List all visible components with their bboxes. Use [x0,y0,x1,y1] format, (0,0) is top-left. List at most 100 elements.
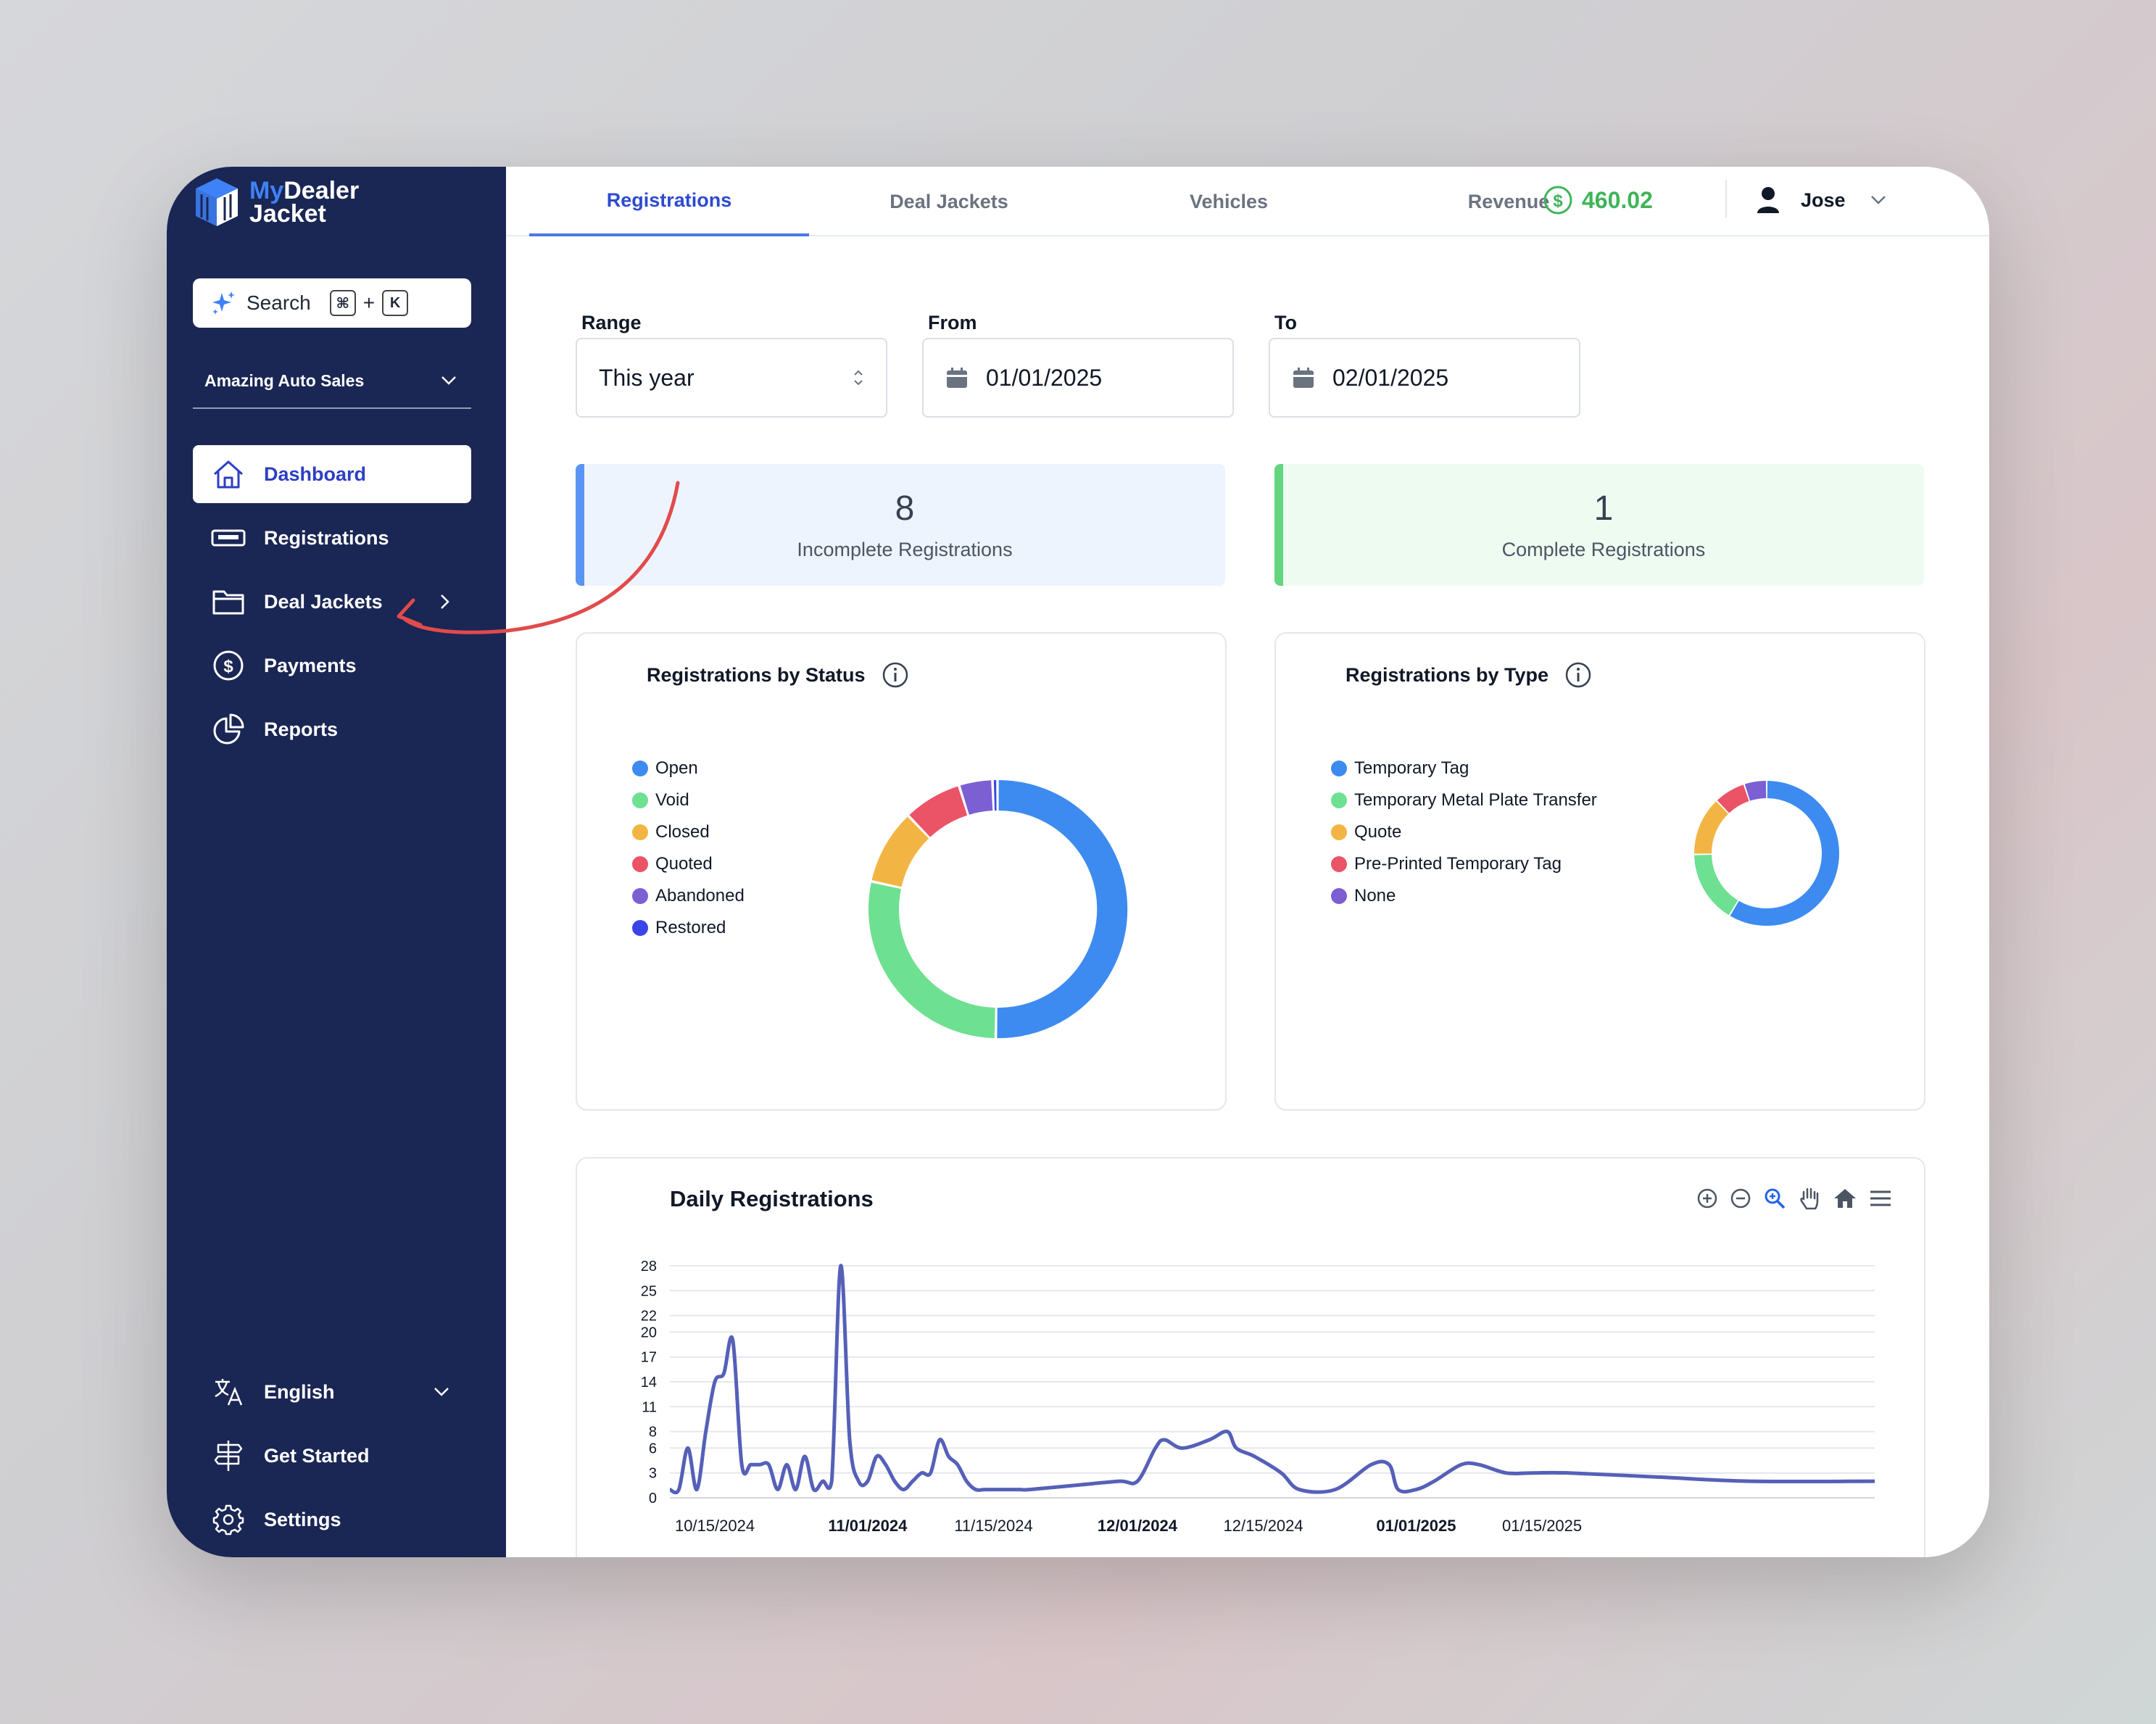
to-label: To [1274,312,1297,333]
daily-chart-card: Daily Registrations 0 3 6 8 11 14 17 20 22 25 28 10… [576,1157,1925,1557]
legend-dot [1331,888,1347,904]
menu-icon[interactable] [1869,1189,1892,1208]
complete-count: 1 [1593,489,1614,528]
tab-registrations[interactable]: Registrations [529,167,809,236]
complete-label: Complete Registrations [1501,539,1706,560]
signpost-icon [210,1438,246,1474]
to-date-field[interactable]: 02/01/2025 [1269,338,1580,418]
sidebar-item-get-started[interactable]: Get Started [193,1427,471,1485]
y-tick-label: 17 [641,1350,657,1366]
donut-slice-open[interactable] [997,780,1128,1039]
donut-slice-none[interactable] [1744,781,1767,801]
cmd-key: ⌘ [329,290,356,316]
incomplete-label: Incomplete Registrations [797,539,1013,560]
from-date-field[interactable]: 01/01/2025 [922,338,1234,418]
status-donut-chart [868,780,1128,1039]
legend-label: Quote [1354,822,1402,842]
search-button[interactable]: Search ⌘ + K [193,278,471,328]
dealer-select[interactable]: Amazing Auto Sales [193,364,471,409]
pie-chart-icon [210,711,246,747]
search-label: Search [246,291,311,314]
incomplete-registrations-card[interactable]: 8 Incomplete Registrations [576,464,1225,586]
legend-item[interactable]: Temporary Metal Plate Transfer [1331,784,1597,816]
sidebar-item-registrations[interactable]: Registrations [193,509,471,567]
chevron-down-icon [1870,196,1886,204]
legend-item[interactable]: Open [632,753,745,784]
brand-name-jacket: Jacket [249,200,326,228]
legend-item[interactable]: Temporary Tag [1331,753,1597,784]
daily-chart-title: Daily Registrations [670,1186,874,1211]
legend-item[interactable]: Restored [632,912,745,944]
legend-dot [632,824,648,840]
legend-item[interactable]: Quoted [632,848,745,880]
home-reset-icon[interactable] [1833,1188,1857,1209]
svg-text:$: $ [223,657,233,676]
from-date-value: 01/01/2025 [986,364,1103,391]
legend-dot [1331,824,1347,840]
legend-dot [1331,856,1347,872]
donut-slice-closed[interactable] [871,816,929,887]
sidebar-item-reports[interactable]: Reports [193,700,471,758]
sidebar-item-label: Deal Jackets [264,590,383,613]
type-chart-title: Registrations by Type [1346,661,1592,689]
legend-item[interactable]: Abandoned [632,880,745,912]
donut-slice-temporary-metal-plate-transfer[interactable] [1694,854,1738,916]
zoom-in-icon[interactable] [1696,1188,1718,1209]
divider [1725,180,1727,217]
x-tick-label: 01/01/2025 [1376,1517,1456,1535]
status-chart-title-text: Registrations by Status [647,663,866,686]
pan-hand-icon[interactable] [1798,1186,1821,1211]
incomplete-count: 8 [895,489,915,528]
type-chart-title-text: Registrations by Type [1346,663,1549,686]
info-icon[interactable] [882,661,909,689]
legend-label: Closed [655,822,710,842]
legend-label: Abandoned [655,886,745,905]
range-value: This year [599,364,695,391]
language-select[interactable]: English [193,1363,471,1421]
donut-slice-quote[interactable] [1694,801,1729,854]
up-down-chevron-icon [854,370,863,386]
series-line-daily-registrations[interactable] [669,1264,1875,1495]
sidebar: MyDealer Jacket Search ⌘ + K Amazing Aut… [167,167,506,1557]
sidebar-item-payments[interactable]: $ Payments [193,637,471,695]
range-select[interactable]: This year [576,338,887,418]
legend-label: None [1354,886,1396,905]
main-content: Range This year From 01/01/2025 To 02/01… [506,238,1989,1557]
donut-slice-temporary-tag[interactable] [1730,781,1839,926]
legend-item[interactable]: None [1331,880,1597,912]
legend-item[interactable]: Quote [1331,816,1597,848]
plus-sign: + [362,291,376,314]
legend-dot [632,888,648,904]
legend-item[interactable]: Void [632,784,745,816]
donut-slice-void[interactable] [868,882,996,1038]
zoom-out-icon[interactable] [1730,1188,1751,1209]
brand-logo[interactable]: MyDealer Jacket [193,175,359,229]
donut-slice-abandoned[interactable] [960,780,993,815]
y-tick-label: 28 [641,1259,657,1275]
y-tick-label: 3 [649,1466,657,1482]
sidebar-item-dashboard[interactable]: Dashboard [193,445,471,503]
sidebar-item-settings[interactable]: Settings [193,1491,471,1549]
status-chart-title: Registrations by Status [647,661,909,689]
tab-deal-jackets[interactable]: Deal Jackets [890,190,1008,212]
tab-vehicles[interactable]: Vehicles [1189,190,1269,212]
sidebar-item-label: Get Started [264,1444,370,1467]
legend-label: Temporary Tag [1354,758,1469,778]
tab-revenue[interactable]: Revenue [1467,190,1550,212]
donut-slice-pre-printed-temporary-tag[interactable] [1717,784,1749,813]
sidebar-item-deal-jackets[interactable]: Deal Jackets [193,573,471,631]
donut-slice-quoted[interactable] [909,786,968,838]
account-balance[interactable]: $ 460.02 [1543,180,1653,220]
svg-text:$: $ [1553,191,1563,211]
magnifier-icon[interactable] [1763,1187,1786,1210]
legend-item[interactable]: Pre-Printed Temporary Tag [1331,848,1597,880]
y-tick-label: 11 [642,1399,657,1415]
y-tick-label: 0 [649,1491,657,1507]
user-menu[interactable]: Jose [1756,180,1886,220]
info-icon[interactable] [1564,661,1592,689]
status-chart-card: Registrations by Status Open Void Closed… [576,632,1227,1111]
complete-registrations-card[interactable]: 1 Complete Registrations [1274,464,1924,586]
legend-item[interactable]: Closed [632,816,745,848]
brand-name: MyDealer Jacket [249,178,359,228]
legend-dot [1331,761,1347,776]
